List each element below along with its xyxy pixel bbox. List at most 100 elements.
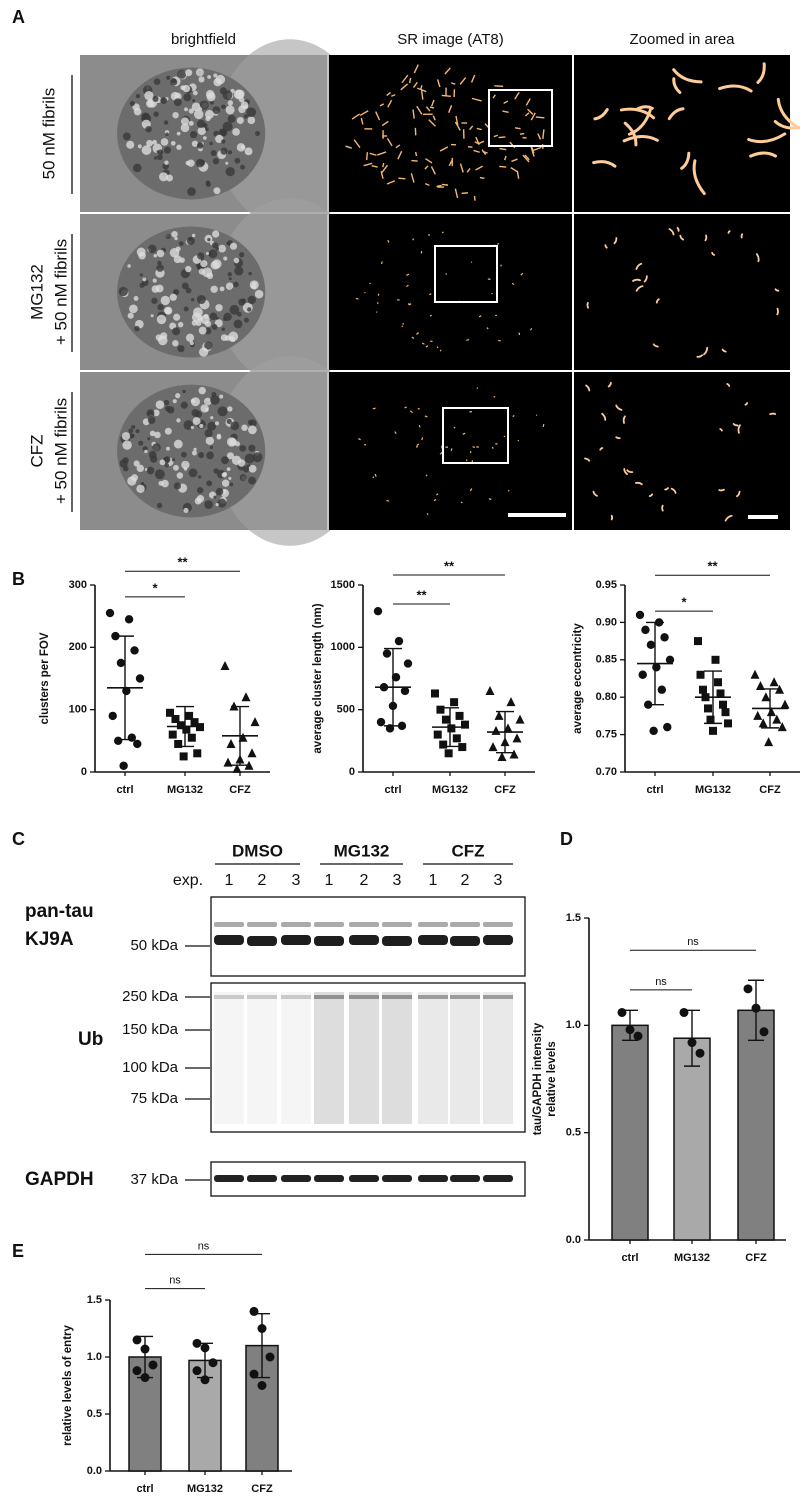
zoom-fibril [613, 237, 618, 245]
sr-fibril [426, 513, 429, 516]
sr-fibril [412, 109, 415, 119]
sr-fibril [470, 261, 473, 263]
sr-fibril [380, 171, 384, 179]
cell-texture [172, 340, 179, 347]
sr-fibril [436, 79, 441, 88]
sr-fibril [518, 332, 521, 336]
data-point [431, 689, 439, 698]
cell-texture [164, 405, 171, 412]
cell-texture [225, 282, 234, 290]
x-tick-label: MG132 [674, 1252, 710, 1264]
zoom-fibril [635, 262, 643, 270]
cell-texture [175, 393, 181, 399]
sr-fibril [469, 450, 472, 454]
cell-texture [226, 241, 231, 246]
sr-fibril [391, 94, 396, 97]
cell-texture [146, 409, 155, 418]
data-point [111, 631, 120, 641]
zoom-fibril [635, 285, 644, 292]
cell-texture [173, 290, 177, 295]
sr-fibril [503, 155, 507, 161]
sr-fibril [417, 87, 427, 93]
sr-fibril [411, 336, 415, 339]
sr-fibril [429, 314, 433, 317]
smear [314, 992, 344, 1124]
sr-fibril [424, 165, 429, 170]
blot-label: Ub [78, 1029, 103, 1050]
sr-image [329, 372, 572, 530]
sr-fibril [491, 446, 494, 449]
data-point [394, 636, 404, 646]
cell-texture [226, 452, 235, 460]
sr-fibril [445, 273, 448, 275]
cell-texture [153, 156, 158, 160]
zoom-fibril [776, 97, 800, 130]
zoom-fibril [703, 346, 709, 356]
cell-texture [243, 467, 250, 473]
cell-texture [247, 307, 252, 312]
zoom-fibril [643, 275, 648, 283]
sr-fibril [386, 180, 396, 185]
zoom-fibril [661, 504, 664, 512]
data-point [130, 646, 139, 655]
cell-texture [213, 495, 217, 499]
sr-fibril [376, 302, 379, 304]
sr-fibril [372, 476, 375, 479]
data-point [119, 761, 128, 770]
cell-texture [181, 117, 189, 126]
zoom-fibril [692, 159, 706, 196]
sr-fibril [380, 261, 383, 265]
zoom-fibril [744, 402, 749, 406]
data-point [433, 730, 442, 739]
smear [281, 992, 311, 1124]
y-tick-label: 0.70 [596, 766, 617, 778]
cell-texture [133, 460, 140, 467]
zoom-fibril [737, 424, 741, 434]
cell-texture [187, 237, 193, 242]
significance-label: * [681, 595, 687, 610]
cell-texture [185, 265, 192, 273]
cell-texture [239, 252, 245, 258]
sr-fibril [408, 77, 412, 84]
cell-texture [226, 418, 232, 424]
sr-fibril [429, 293, 432, 296]
data-point [132, 1366, 142, 1376]
zoom-fibril [664, 487, 669, 491]
data-point [494, 710, 504, 720]
cell-texture [173, 439, 183, 449]
cell-texture [138, 440, 144, 446]
data-point [450, 698, 459, 707]
cell-texture [243, 114, 248, 119]
cell-texture [238, 97, 245, 103]
cell-texture [247, 295, 256, 305]
zoom-fibril [726, 382, 731, 387]
data-point [617, 1007, 627, 1017]
data-point [452, 734, 461, 743]
cell-texture [160, 138, 169, 146]
sr-fibril [416, 332, 420, 335]
sr-fibril [363, 162, 373, 167]
group-label: DMSO [232, 841, 283, 860]
zoom-fibril [584, 457, 591, 462]
sr-fibril [359, 110, 369, 117]
data-point [696, 670, 705, 679]
y-tick-label: 100 [69, 704, 87, 716]
cell-texture [196, 487, 204, 494]
cell-texture [172, 111, 179, 119]
sr-fibril [433, 499, 437, 502]
data-point [500, 737, 510, 747]
sr-fibril [415, 445, 419, 448]
data-point [509, 749, 519, 759]
cell-texture [228, 150, 233, 155]
data-point [124, 615, 134, 624]
y-tick-label: 0 [81, 766, 87, 778]
sr-fibril [465, 459, 468, 462]
sr-fibril [379, 103, 385, 107]
y-tick-label: 0.0 [87, 1465, 102, 1477]
cell-texture [206, 451, 214, 460]
cell-texture [193, 109, 204, 120]
cell-texture [205, 89, 215, 99]
cell-texture [146, 466, 155, 475]
zoom-box [442, 407, 509, 464]
data-point [625, 1025, 635, 1035]
